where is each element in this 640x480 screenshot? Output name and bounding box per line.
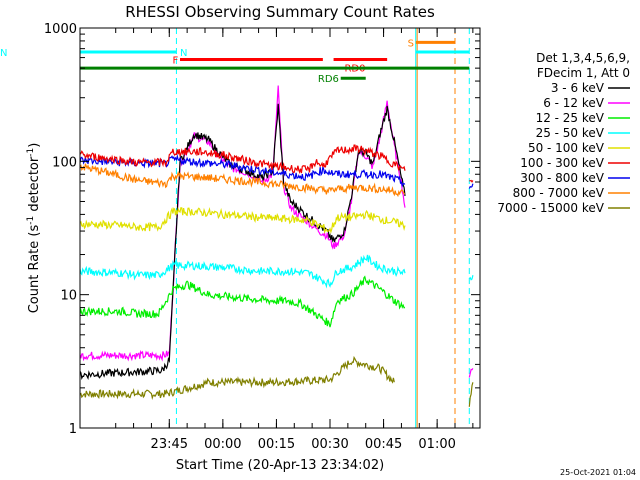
y-axis-label: Count Rate (s-1 detector-1) — [26, 143, 42, 314]
flag-label-0: N — [180, 48, 187, 59]
series-line-2-0 — [80, 103, 406, 381]
y-axis-label-main: Count Rate (s — [27, 225, 42, 314]
legend-entry-6: 300 - 800 keV — [520, 171, 604, 185]
series-line-5-0 — [80, 206, 406, 234]
plot-frame — [79, 27, 481, 429]
x-tick-label-0: 23:45 — [151, 437, 188, 452]
flag-label-2: S — [408, 38, 414, 49]
plot-area: NNSFRD0RD6 — [0, 28, 474, 428]
x-tick-label-2: 00:15 — [258, 437, 295, 452]
series-line-6-0 — [80, 163, 406, 198]
series-line-0-0 — [80, 355, 395, 400]
x-tick-label-1: 00:00 — [204, 437, 241, 452]
y-axis-label-mid: detector — [27, 156, 42, 216]
y-axis-label-sup2: -1 — [26, 148, 36, 157]
series-line-11-0 — [468, 275, 474, 281]
flag-label-3: F — [172, 56, 178, 67]
legend-header-0: Det 1,3,4,5,6,9, — [536, 51, 630, 65]
x-axis: 23:45 00:00 00:15 00:30 00:45 01:00 — [115, 28, 474, 452]
legend-entry-7: 800 - 7000 keV — [513, 186, 605, 200]
legend-entry-4: 50 - 100 keV — [528, 141, 605, 155]
x-tick-label-5: 01:00 — [418, 437, 455, 452]
y-tick-label-3: 1000 — [44, 22, 77, 37]
series-line-1-0 — [80, 85, 406, 362]
flag-label-1: N — [0, 48, 7, 59]
series-lines — [80, 85, 474, 407]
legend-entry-1: 6 - 12 keV — [543, 96, 605, 110]
x-tick-label-4: 00:45 — [365, 437, 402, 452]
y-tick-label-2: 100 — [52, 155, 77, 170]
chart-title: RHESSI Observing Summary Count Rates — [125, 3, 435, 21]
y-axis: 1 10 100 1000 — [44, 22, 480, 437]
legend-header-1: FDecim 1, Att 0 — [537, 66, 630, 80]
y-axis-label-sup1: -1 — [26, 216, 36, 225]
legend: Det 1,3,4,5,6,9,FDecim 1, Att 03 - 6 keV… — [497, 51, 630, 215]
y-tick-label-1: 10 — [60, 289, 77, 304]
series-line-9-0 — [468, 382, 474, 407]
x-axis-label: Start Time (20-Apr-13 23:34:02) — [176, 458, 384, 473]
legend-entry-3: 25 - 50 keV — [536, 126, 605, 140]
series-line-4-0 — [80, 254, 406, 289]
legend-entry-0: 3 - 6 keV — [551, 81, 605, 95]
legend-entry-2: 12 - 25 keV — [536, 111, 605, 125]
series-line-10-0 — [468, 368, 474, 378]
series-line-8-0 — [80, 144, 406, 174]
series-line-12-0 — [469, 179, 474, 183]
series-line-13-0 — [468, 183, 474, 189]
series-line-3-0 — [80, 275, 406, 328]
legend-entry-5: 100 - 300 keV — [520, 156, 604, 170]
status-flags: NNSFRD0RD6 — [0, 38, 470, 85]
flag-label-5: RD6 — [318, 74, 339, 85]
footer-timestamp: 25-Oct-2021 01:04 — [560, 468, 636, 477]
y-tick-label-0: 1 — [69, 422, 77, 437]
legend-entry-8: 7000 - 15000 keV — [497, 201, 604, 215]
y-axis-label-end: ) — [27, 143, 42, 148]
x-tick-label-3: 00:30 — [311, 437, 348, 452]
